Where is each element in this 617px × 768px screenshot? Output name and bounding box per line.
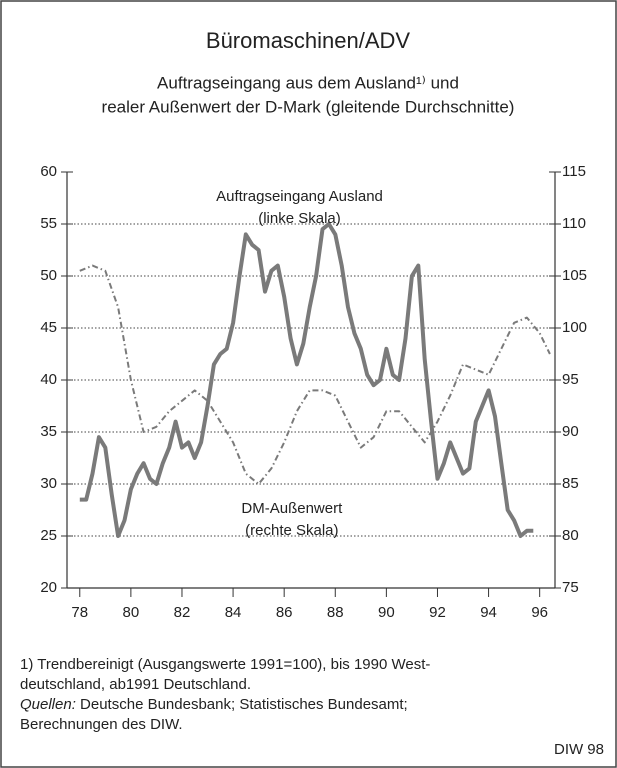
annotation: (linke Skala)	[258, 210, 341, 227]
annotation: (rechte Skala)	[245, 522, 338, 539]
y-tick-label: 45	[40, 319, 57, 336]
x-tick-label: 86	[276, 604, 293, 621]
y2-tick-label: 100	[562, 319, 587, 336]
y-tick-label: 55	[40, 215, 57, 232]
y-tick-label: 20	[40, 579, 57, 596]
y2-tick-label: 95	[562, 371, 579, 388]
x-tick-label: 82	[174, 604, 191, 621]
x-tick-label: 84	[225, 604, 242, 621]
sources-label: Quellen:	[20, 696, 76, 713]
y-tick-label: 50	[40, 267, 57, 284]
y2-tick-label: 105	[562, 267, 587, 284]
y-tick-label: 35	[40, 423, 57, 440]
y2-tick-label: 90	[562, 423, 579, 440]
sources: Quellen: Deutsche Bundesbank; Statistisc…	[20, 696, 408, 713]
y-tick-label: 40	[40, 371, 57, 388]
footnote: 1) Trendbereinigt (Ausgangswerte 1991=10…	[20, 656, 430, 673]
y2-tick-label: 110	[562, 215, 586, 232]
y2-tick-label: 85	[562, 475, 579, 492]
chart-title: Büromaschinen/ADV	[206, 28, 411, 53]
sources-text: Deutsche Bundesbank; Statistisches Bunde…	[76, 696, 408, 713]
x-tick-label: 78	[71, 604, 88, 621]
x-tick-label: 80	[123, 604, 140, 621]
x-tick-label: 94	[480, 604, 497, 621]
y-tick-label: 25	[40, 527, 57, 544]
subtitle: realer Außenwert der D-Mark (gleitende D…	[102, 97, 515, 116]
line-series	[79, 222, 534, 538]
y-tick-label: 60	[40, 163, 57, 180]
y2-tick-label: 80	[562, 527, 579, 544]
annotation: DM-Außenwert	[241, 500, 343, 517]
x-tick-label: 88	[327, 604, 344, 621]
line-series	[79, 264, 551, 485]
subtitle: Auftragseingang aus dem Ausland¹⁾ und	[157, 73, 459, 92]
credit: DIW 98	[554, 741, 604, 758]
annotation: Auftragseingang Ausland	[216, 188, 383, 205]
y-tick-label: 30	[40, 475, 57, 492]
x-tick-label: 92	[429, 604, 446, 621]
sources: Berechnungen des DIW.	[20, 716, 183, 733]
x-tick-label: 90	[378, 604, 395, 621]
y2-tick-label: 75	[562, 579, 579, 596]
footnote: deutschland, ab1991 Deutschland.	[20, 676, 251, 693]
y2-tick-label: 115	[562, 163, 586, 180]
x-tick-label: 96	[531, 604, 548, 621]
